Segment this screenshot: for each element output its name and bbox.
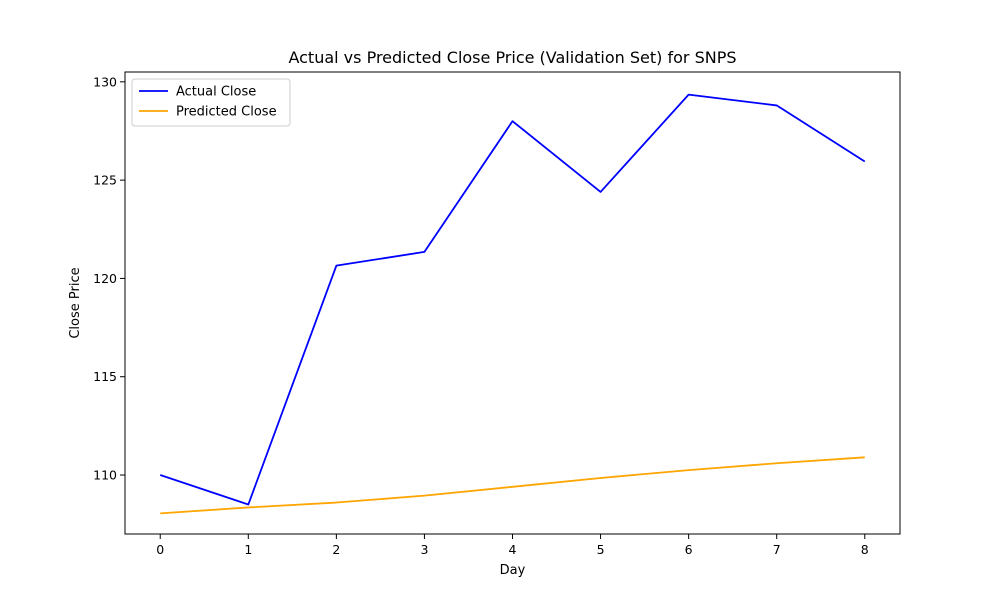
y-tick-label: 130 [93, 74, 117, 89]
x-tick-label: 2 [332, 542, 340, 557]
y-tick-label: 120 [93, 271, 117, 286]
x-axis-label: Day [500, 563, 526, 578]
x-tick-label: 8 [861, 542, 869, 557]
series-line-predicted-close [160, 456, 865, 515]
series-layer [159, 93, 866, 515]
plot-area [125, 72, 900, 534]
series-line-actual-close [159, 93, 866, 506]
legend-label-predicted-close: Predicted Close [176, 105, 277, 120]
x-tick-label: 7 [773, 542, 781, 557]
x-tick-label: 5 [597, 542, 605, 557]
x-tick-label: 4 [509, 542, 517, 557]
chart-title: Actual vs Predicted Close Price (Validat… [288, 48, 736, 67]
y-tick-label: 115 [93, 369, 117, 384]
x-tick-label: 0 [156, 542, 164, 557]
legend: Actual Close Predicted Close [131, 78, 291, 127]
plot-frame [124, 71, 901, 535]
x-tick-label: 3 [420, 542, 428, 557]
x-tick-label: 6 [685, 542, 693, 557]
y-axis-label: Close Price [68, 267, 83, 338]
legend-label-actual-close: Actual Close [176, 85, 256, 100]
y-tick-label: 110 [93, 468, 117, 483]
x-axis-ticks: 0 1 2 3 4 5 6 7 8 [156, 534, 869, 557]
y-tick-label: 125 [93, 173, 117, 188]
y-axis-ticks: 110 115 120 125 130 [93, 74, 125, 483]
x-tick-label: 1 [244, 542, 252, 557]
legend-box [131, 78, 291, 127]
